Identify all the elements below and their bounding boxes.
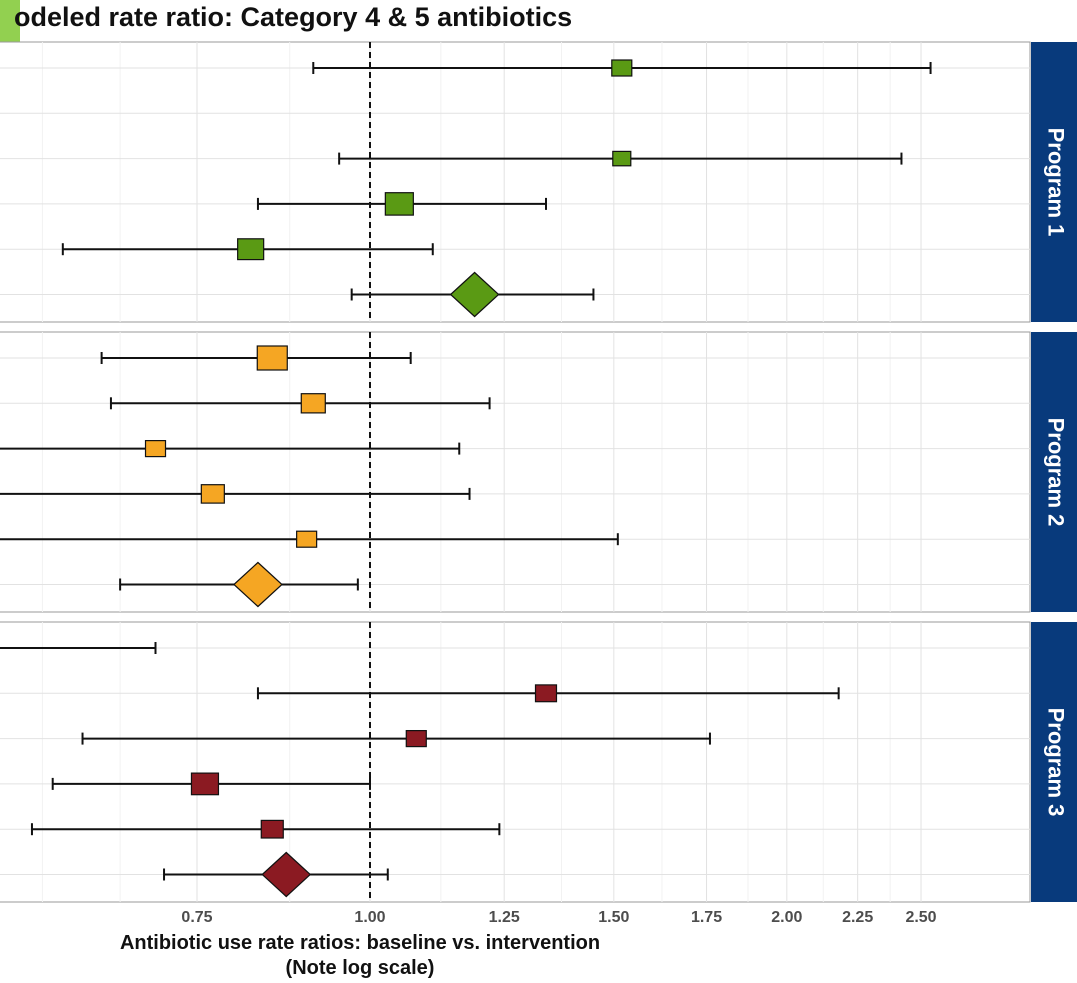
panel-strip — [1031, 622, 1077, 902]
point-estimate — [384, 192, 414, 216]
x-axis-subtitle: (Note log scale) — [285, 957, 435, 979]
chart-title: odeled rate ratio: Category 4 & 5 antibi… — [14, 2, 573, 32]
pooled-estimate-diamond — [233, 561, 283, 608]
pooled-estimate-diamond — [261, 851, 312, 898]
x-tick-label: 0.75 — [181, 909, 212, 926]
panel-strip-label: Program 1 — [1044, 128, 1069, 237]
point-estimate — [296, 530, 318, 548]
x-tick-label: 2.00 — [771, 909, 802, 926]
point-estimate — [144, 440, 167, 458]
panel-strip-label: Program 2 — [1044, 418, 1069, 527]
x-axis-title: Antibiotic use rate ratios: baseline vs.… — [119, 932, 601, 954]
panel-frame — [0, 331, 1031, 613]
x-tick-label: 2.50 — [905, 909, 936, 926]
point-estimate — [300, 393, 326, 414]
point-estimate — [612, 150, 632, 167]
point-estimate — [256, 345, 288, 371]
point-estimate — [611, 59, 633, 77]
x-tick-label: 1.25 — [489, 909, 520, 926]
panel-strip — [1031, 332, 1077, 612]
x-tick-label: 1.00 — [354, 909, 385, 926]
panel-strip-label: Program 3 — [1044, 708, 1069, 817]
point-estimate — [405, 729, 427, 748]
panel-frame — [0, 621, 1031, 903]
x-tick-label: 2.25 — [842, 909, 873, 926]
point-estimate — [237, 238, 265, 261]
point-estimate — [260, 819, 284, 839]
panel-frame — [0, 41, 1031, 323]
point-estimate — [200, 484, 225, 504]
point-estimate — [190, 772, 220, 796]
pooled-estimate-diamond — [449, 271, 500, 318]
x-tick-label: 1.50 — [598, 909, 629, 926]
panel-strip — [1031, 42, 1077, 322]
point-estimate — [534, 684, 558, 703]
x-tick-label: 1.75 — [691, 909, 722, 926]
